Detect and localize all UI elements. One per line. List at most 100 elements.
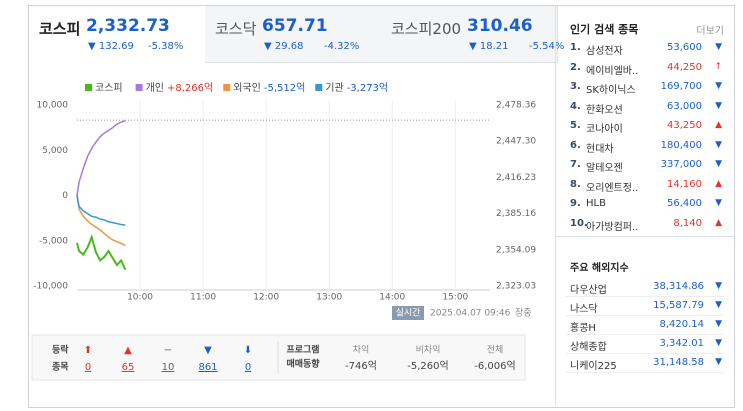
tab-rate: -5.54%: [529, 41, 565, 52]
stock-dir: ▼: [715, 100, 722, 111]
status-time: 2025.04.07 09:46: [430, 309, 511, 319]
stock-dir: ↑: [714, 61, 722, 72]
breadth-label: 종목: [52, 362, 69, 373]
index-value: 8,420.14: [659, 319, 704, 330]
x-tick-label: 13:00: [316, 293, 342, 303]
stock-price: 337,000: [660, 159, 702, 170]
program-name: 비차익: [416, 344, 441, 356]
rank: 6.: [570, 139, 581, 151]
stock-price: 8,140: [673, 217, 702, 229]
legend-swatch: [223, 84, 231, 91]
legend-label: 외국인: [233, 82, 261, 94]
program-name: 차익: [353, 344, 370, 356]
y-tick-label: 10,000: [37, 101, 69, 111]
breadth-count[interactable]: 861: [198, 362, 217, 373]
stock-name[interactable]: 코나아이: [586, 124, 623, 135]
tab-name: 코스닥: [215, 20, 257, 38]
tab-change: ▼ 132.69: [88, 41, 134, 52]
status-phase: 장중: [515, 308, 532, 319]
index-tab[interactable]: 코스닥 657.71 ▼ 29.68 -4.32%: [205, 6, 382, 63]
stock-price: 14,160: [667, 178, 702, 190]
rank: 4.: [570, 100, 581, 112]
stock-price: 63,000: [667, 100, 702, 112]
breadth-count[interactable]: 0: [85, 362, 91, 373]
stock-name[interactable]: 오리엔트정..: [586, 182, 639, 194]
index-dir: ▼: [715, 300, 722, 310]
series-line: [76, 119, 126, 196]
index-dir: ▼: [715, 357, 722, 367]
legend-label: 개인: [146, 82, 164, 94]
stock-price: 56,400: [667, 198, 702, 209]
index-value: 15,587.79: [653, 300, 704, 311]
stock-name[interactable]: 알테오젠: [586, 163, 623, 174]
rank: 5.: [570, 120, 581, 131]
stock-price: 53,600: [667, 42, 702, 53]
index-dir: ▼: [715, 319, 722, 329]
tab-change: ▼ 29.68: [264, 41, 304, 52]
rank: 9.: [570, 198, 581, 209]
row-line: [566, 296, 724, 297]
stock-name[interactable]: 아가방컴퍼..: [586, 221, 639, 233]
overseas-title: 주요 해외지수: [570, 263, 629, 274]
rank: 1.: [570, 42, 581, 53]
breadth-count[interactable]: 65: [122, 362, 135, 373]
index-name[interactable]: 상해종합: [570, 342, 607, 353]
legend-label: 코스피: [95, 82, 123, 94]
section-divider: [556, 236, 734, 237]
index-tab[interactable]: 코스피 2,332.73 ▼ 132.69 -5.38%: [29, 6, 206, 62]
program-value: -5,260억: [407, 360, 448, 372]
breadth-label: 등락: [52, 344, 69, 356]
index-name[interactable]: 나스닥: [570, 304, 598, 315]
breadth-symbol: ⬇: [244, 345, 252, 356]
more-link[interactable]: 더보기: [696, 26, 724, 37]
y2-tick-label: 2,354.09: [496, 245, 536, 255]
tab-change: ▼ 18.21: [469, 41, 509, 52]
stock-name[interactable]: SK하이닉스: [586, 85, 636, 96]
tab-name: 코스피: [39, 20, 81, 38]
status-badge-text: 실시간: [396, 308, 421, 319]
breadth-symbol: ⬆: [84, 345, 92, 356]
breadth-symbol: ▲: [124, 345, 132, 356]
index-name[interactable]: 다우산업: [570, 285, 607, 296]
legend-value: +8,266억: [167, 82, 213, 94]
stock-name[interactable]: 한화오션: [586, 104, 623, 116]
stock-dir: ▼: [715, 139, 722, 150]
rank: 10.: [570, 217, 588, 229]
series-line: [76, 195, 126, 247]
stock-dir: ▼: [715, 81, 722, 91]
series-line: [76, 195, 126, 226]
index-tab[interactable]: 코스피200 310.46 ▼ 18.21 -5.54%: [381, 6, 564, 63]
legend-label: 기관: [325, 82, 343, 94]
index-name[interactable]: 홍콩H: [570, 323, 596, 334]
tab-rate: -5.38%: [148, 41, 184, 52]
stock-name[interactable]: 에이비엘바..: [586, 65, 639, 77]
legend-value: -3,273억: [347, 82, 388, 94]
x-tick-label: 14:00: [379, 293, 405, 303]
series-line: [76, 233, 127, 271]
x-tick-label: 12:00: [253, 293, 279, 303]
stock-name[interactable]: 삼성전자: [586, 46, 623, 57]
tab-value: 2,332.73: [86, 16, 170, 36]
y-tick-label: -5,000: [39, 236, 68, 246]
stock-dir: ▼: [715, 42, 722, 52]
row-line: [566, 372, 724, 373]
chart: 10:00 11:00 12:00 13:00 14:00 15:00 10,000 5,00…: [31, 82, 536, 381]
y2-tick-label: 2,385.16: [496, 209, 536, 219]
popular-title: 인기 검색 종목: [570, 23, 639, 36]
tab-rate: -4.32%: [324, 41, 360, 52]
breadth-count[interactable]: 0: [245, 362, 251, 373]
index-value: 3,342.01: [659, 338, 704, 349]
index-dir: ▼: [715, 338, 722, 348]
index-name[interactable]: 니케이225: [570, 361, 617, 372]
y2-tick-label: 2,323.03: [496, 282, 536, 292]
y2-tick-label: 2,416.23: [496, 173, 536, 183]
row-line: [566, 334, 724, 335]
breadth-count[interactable]: 10: [162, 362, 175, 373]
stock-name[interactable]: HLB: [586, 198, 606, 209]
y-tick-label: 5,000: [42, 146, 68, 156]
row-line: [566, 353, 724, 354]
stock-name[interactable]: 현대차: [586, 143, 614, 155]
y2-tick-label: 2,447.30: [496, 137, 536, 147]
tab-value: 657.71: [262, 16, 328, 36]
